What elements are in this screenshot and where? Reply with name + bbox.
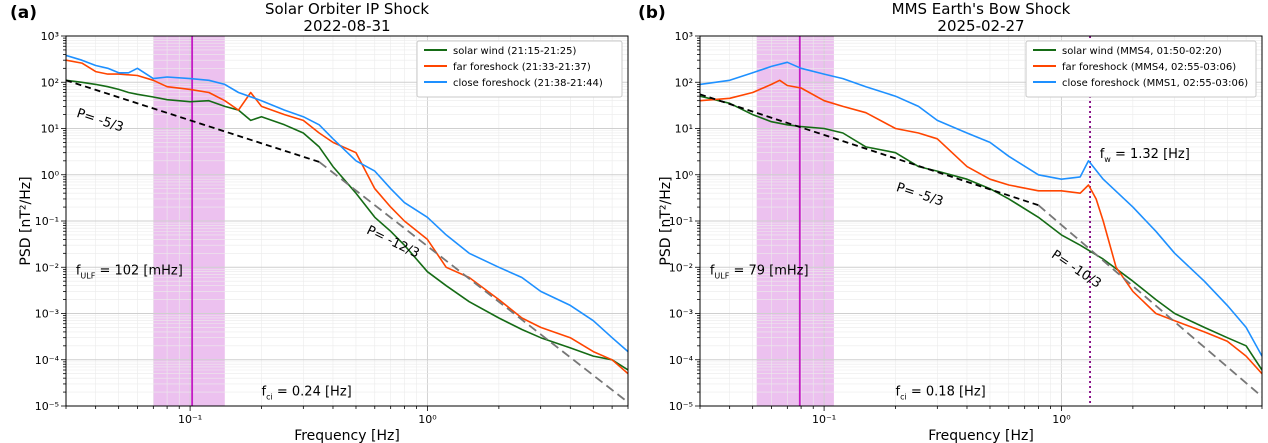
frequency-annotation: fci = 0.18 [Hz] — [896, 384, 986, 401]
series-line-1 — [700, 79, 1262, 375]
y-tick-label: 10³ — [675, 30, 693, 43]
chart-subtitle: 2022-08-31 — [303, 17, 390, 35]
panel-a: 10⁻¹ 10⁰ 10⁻⁵ 10⁻⁴ 10⁻³ 10⁻² 10⁻¹ 10⁰ 10¹ 10² 10³ F… — [10, 0, 629, 443]
y-tick-label: 10⁻⁴ — [35, 354, 60, 367]
y-axis-label: PSD [nT²/Hz] — [658, 176, 674, 265]
panel-b: 10⁻¹ 10⁰ 10⁻⁵ 10⁻⁴ 10⁻³ 10⁻² 10⁻¹ 10⁰ 10¹ 10² 10³ F… — [638, 0, 1263, 443]
frequency-annotation: fw = 1.32 [Hz] — [1100, 147, 1190, 164]
y-tick-label: 10² — [675, 76, 693, 89]
annotation-symbol: f — [896, 384, 901, 399]
series-group — [66, 54, 628, 404]
y-tick-label: 10⁻¹ — [35, 215, 59, 228]
annotation-subscript: ci — [900, 392, 907, 401]
slope-annotation: P= -5/3 — [75, 106, 126, 135]
annotation-subscript: ULF — [714, 271, 729, 280]
annotation-subscript: ULF — [80, 271, 95, 280]
x-tick-label: 10⁰ — [418, 413, 437, 426]
x-axis-label: Frequency [Hz] — [294, 428, 400, 443]
legend-entry: solar wind (MMS4, 01:50-02:20) — [1062, 46, 1222, 57]
y-tick-label: 10¹ — [41, 123, 59, 136]
annotation-value: = 79 [mHz] — [729, 263, 808, 278]
legend-entry: far foreshock (MMS4, 02:55-03:06) — [1062, 62, 1236, 73]
chart-title: Solar Orbiter IP Shock — [265, 0, 429, 18]
y-axis-label: PSD [nT²/Hz] — [18, 176, 34, 265]
x-axis-label: Frequency [Hz] — [928, 428, 1034, 443]
chart-subtitle: 2025-02-27 — [937, 17, 1024, 35]
legend: solar wind (21:15-21:25) far foreshock (2… — [416, 40, 623, 98]
series-line-1 — [66, 59, 628, 375]
series-line-0 — [700, 95, 1262, 371]
fit-line — [318, 161, 628, 404]
annotation-subscript: w — [1104, 155, 1111, 164]
fit-line — [1037, 204, 1262, 398]
frequency-annotation: fci = 0.24 [Hz] — [262, 384, 352, 401]
annotation-symbol: f — [262, 384, 267, 399]
y-tick-label: 10⁻¹ — [669, 215, 693, 228]
legend-entry: close foreshock (21:38-21:44) — [453, 78, 603, 89]
annotation-symbol: f — [1100, 147, 1105, 162]
x-tick-label: 10⁻¹ — [178, 413, 202, 426]
chart-title: MMS Earth's Bow Shock — [892, 0, 1071, 18]
panel-label: (b) — [638, 3, 666, 23]
y-tick-label: 10⁰ — [675, 169, 694, 182]
y-tick-label: 10⁻² — [35, 261, 59, 274]
annotation-value: = 0.24 [Hz] — [273, 384, 352, 399]
series-line-2 — [700, 61, 1262, 357]
series-line-0 — [66, 79, 628, 371]
frequency-annotation: fULF = 102 [mHz] — [76, 263, 183, 280]
annotation-value: = 0.18 [Hz] — [907, 384, 986, 399]
annotation-subscript: ci — [266, 392, 273, 401]
annotation-value: = 102 [mHz] — [95, 263, 183, 278]
y-tick-label: 10⁻² — [669, 261, 693, 274]
y-tick-label: 10¹ — [675, 123, 693, 136]
frequency-annotation: fULF = 79 [mHz] — [710, 263, 809, 280]
y-tick-label: 10³ — [41, 30, 59, 43]
fit-line — [66, 79, 320, 163]
series-group — [700, 61, 1262, 398]
y-tick-label: 10⁻⁴ — [669, 354, 694, 367]
legend: solar wind (MMS4, 01:50-02:20) far foresh… — [1025, 40, 1257, 98]
legend-box — [1025, 40, 1257, 98]
y-tick-label: 10⁻³ — [35, 308, 59, 321]
legend-entry: solar wind (21:15-21:25) — [453, 46, 576, 57]
annotation-symbol: f — [710, 263, 715, 278]
legend-entry: close foreshock (MMS1, 02:55-03:06) — [1062, 78, 1248, 89]
y-tick-label: 10² — [41, 76, 59, 89]
y-tick-label: 10⁻³ — [669, 308, 693, 321]
series-line-2 — [66, 54, 628, 353]
y-tick-label: 10⁰ — [41, 169, 60, 182]
legend-box — [416, 40, 623, 98]
y-tick-label: 10⁻⁵ — [669, 400, 693, 413]
x-tick-label: 10⁰ — [1052, 413, 1071, 426]
legend-entry: far foreshock (21:33-21:37) — [453, 62, 591, 73]
y-tick-label: 10⁻⁵ — [35, 400, 59, 413]
annotation-value: = 1.32 [Hz] — [1111, 147, 1190, 162]
annotation-symbol: f — [76, 263, 81, 278]
x-tick-label: 10⁻¹ — [812, 413, 836, 426]
panel-label: (a) — [10, 3, 37, 23]
